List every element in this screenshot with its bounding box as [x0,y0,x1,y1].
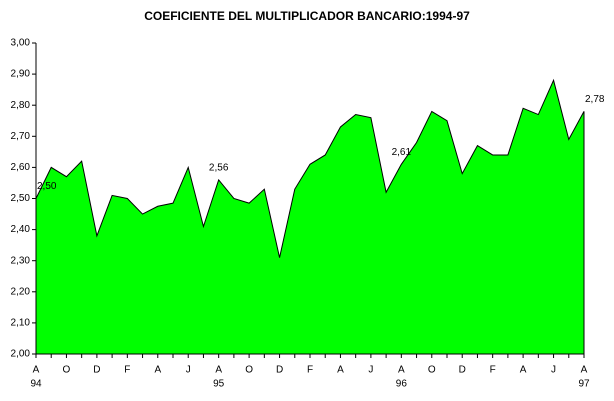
x-tick-label: D [93,365,100,376]
x-tick-label: A [520,365,527,376]
x-tick-label: A [337,365,344,376]
y-tick-label: 2,30 [11,255,31,266]
x-tick-label: F [490,365,496,376]
data-label: 2,78 [585,94,605,105]
x-tick-label: J [551,365,556,376]
data-label: 2,56 [209,162,229,173]
x-tick-label: D [459,365,466,376]
y-tick-label: 2,60 [11,162,31,173]
x-year-label: 96 [396,379,408,390]
x-year-label: 97 [578,379,590,390]
x-tick-label: J [368,365,373,376]
y-tick-label: 2,70 [11,131,31,142]
x-tick-label: O [428,365,436,376]
x-tick-label: O [245,365,253,376]
data-label: 2,61 [392,147,412,158]
x-year-label: 95 [213,379,225,390]
y-tick-label: 2,00 [11,349,31,360]
x-tick-label: D [276,365,283,376]
data-label: 2,50 [37,181,57,192]
x-tick-label: A [581,365,588,376]
x-tick-label: A [215,365,222,376]
y-tick-label: 2,90 [11,69,31,80]
x-tick-label: A [154,365,161,376]
x-tick-label: F [307,365,313,376]
x-tick-label: A [33,365,40,376]
y-tick-label: 2,10 [11,318,31,329]
area [35,78,585,355]
x-tick-label: A [398,365,405,376]
y-tick-label: 2,20 [11,286,31,297]
y-tick-label: 2,80 [11,100,31,111]
x-tick-label: J [186,365,191,376]
y-tick-label: 3,00 [11,38,31,49]
chart-title: COEFICIENTE DEL MULTIPLICADOR BANCARIO:1… [144,9,470,23]
y-tick-label: 2,40 [11,224,31,235]
x-tick-label: F [124,365,130,376]
x-year-label: 94 [30,379,42,390]
x-tick-label: O [63,365,71,376]
y-tick-label: 2,50 [11,193,31,204]
